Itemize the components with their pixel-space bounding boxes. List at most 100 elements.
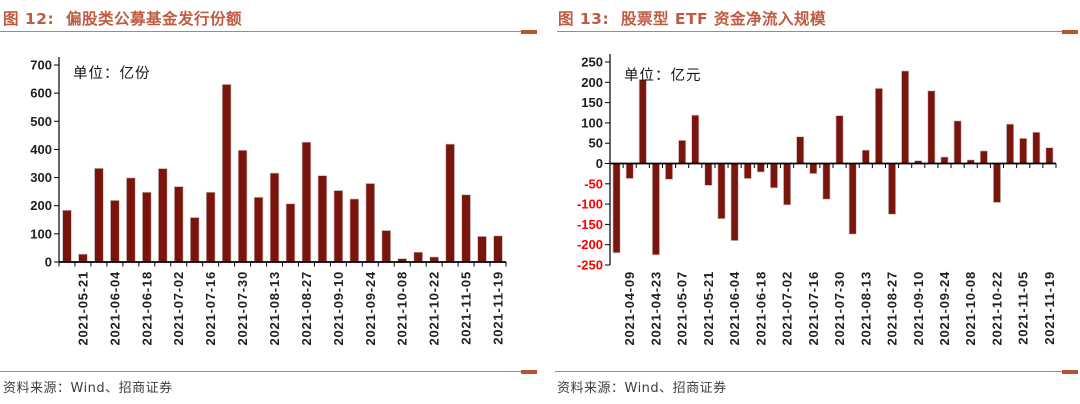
bar bbox=[78, 253, 88, 263]
figure-panel-fund-issuance: 图 12: 偏股类公募基金发行份额 0 100 200 300 400 500 600 700… bbox=[0, 10, 537, 396]
x-tick-label: 2021-08-13 bbox=[267, 271, 282, 346]
bar bbox=[822, 163, 831, 200]
x-tick-label: 2021-06-18 bbox=[139, 271, 154, 346]
x-tick-label: 2021-08-27 bbox=[885, 271, 900, 346]
bar bbox=[445, 143, 455, 263]
bar bbox=[285, 203, 296, 263]
source-rule bbox=[555, 369, 1078, 374]
bar bbox=[888, 163, 896, 215]
bar bbox=[927, 90, 936, 164]
y-tick-label: 0 bbox=[596, 156, 603, 171]
bar-chart-etf-netflow: -250 -200 -150 -100 -50 0 50 100 150 200 250 2021-0… bbox=[577, 54, 1057, 346]
x-tick-label: 2021-08-13 bbox=[858, 271, 873, 346]
y-tick-label: 600 bbox=[30, 86, 52, 101]
bar bbox=[704, 163, 713, 186]
x-tick-label: 2021-07-30 bbox=[832, 271, 847, 346]
x-tick-label: 2021-05-21 bbox=[75, 271, 90, 346]
bar bbox=[365, 183, 376, 263]
rule-end-cap bbox=[521, 369, 537, 374]
x-tick-label: 2021-08-27 bbox=[299, 271, 314, 346]
x-tick-label: 2021-05-07 bbox=[675, 271, 690, 346]
y-tick-label: 500 bbox=[30, 114, 52, 129]
x-tick-label: 2021-07-16 bbox=[806, 271, 821, 346]
x-tick-label: 2021-09-10 bbox=[911, 271, 926, 346]
bar bbox=[301, 141, 312, 263]
x-tick-label: 2021-06-18 bbox=[753, 271, 768, 346]
chart-title-12: 图 12: 偏股类公募基金发行份额 bbox=[3, 10, 242, 28]
bar bbox=[94, 167, 104, 263]
bar bbox=[158, 168, 168, 263]
y-tick-label: 400 bbox=[30, 142, 52, 157]
x-tick-label: 2021-10-08 bbox=[963, 271, 978, 346]
bar bbox=[770, 163, 778, 189]
bar bbox=[221, 84, 232, 263]
bar bbox=[848, 163, 857, 235]
y-tick-label: -250 bbox=[577, 258, 603, 273]
x-tick-label: 2021-06-04 bbox=[107, 271, 122, 346]
x-tick-label: 2021-07-02 bbox=[171, 271, 186, 346]
bar bbox=[269, 172, 280, 263]
y-tick-label: 700 bbox=[30, 58, 52, 73]
x-tick-label: 2021-11-19 bbox=[491, 271, 506, 345]
bar bbox=[237, 149, 248, 263]
bar bbox=[349, 198, 360, 263]
bar bbox=[205, 191, 216, 263]
x-tick-label: 2021-10-08 bbox=[395, 271, 410, 346]
unit-label: 单位：亿元 bbox=[624, 67, 702, 84]
bar bbox=[333, 190, 344, 263]
rule-end-cap bbox=[1062, 369, 1078, 374]
bar bbox=[381, 230, 392, 263]
bar bbox=[126, 177, 136, 263]
rule-end-cap bbox=[521, 29, 537, 34]
bar bbox=[461, 194, 471, 263]
chart-title-13: 图 13: 股票型 ETF 资金净流入规模 bbox=[558, 10, 826, 28]
x-tick-label: 2021-10-22 bbox=[989, 271, 1004, 346]
y-tick-label: 200 bbox=[30, 198, 52, 213]
bar bbox=[835, 115, 844, 164]
bar bbox=[625, 163, 634, 179]
y-tick-label: 200 bbox=[581, 75, 603, 90]
y-tick-label: -100 bbox=[577, 197, 603, 212]
figure-panel-etf-netflow: 图 13: 股票型 ETF 资金净流入规模 -250 -200 -150 -100 -5… bbox=[540, 0, 1080, 404]
x-tick-label: 2021-07-16 bbox=[203, 271, 218, 346]
bar bbox=[796, 136, 805, 164]
y-tick-label: -150 bbox=[577, 217, 603, 232]
x-tick-label: 2021-04-23 bbox=[648, 271, 663, 346]
bar bbox=[783, 163, 792, 206]
x-tick-label: 2021-07-30 bbox=[235, 271, 250, 346]
bar bbox=[638, 79, 647, 164]
x-tick-label: 2021-10-22 bbox=[427, 271, 442, 346]
y-tick-label: 100 bbox=[581, 115, 603, 130]
title-rule bbox=[0, 29, 537, 34]
source-label: 资料来源：Wind、招商证券 bbox=[557, 381, 727, 396]
rule-end-cap bbox=[1062, 29, 1078, 34]
bar bbox=[62, 209, 72, 263]
y-tick-label: 150 bbox=[581, 95, 603, 110]
bar bbox=[413, 251, 423, 263]
x-tick-label: 2021-11-19 bbox=[1042, 271, 1057, 345]
bar bbox=[493, 235, 503, 263]
unit-label: 单位：亿份 bbox=[73, 65, 151, 82]
source-label: 资料来源：Wind、招商证券 bbox=[3, 381, 173, 396]
x-tick-label: 2021-06-04 bbox=[727, 271, 742, 346]
bar bbox=[993, 163, 1001, 203]
bar bbox=[874, 88, 883, 164]
source-rule bbox=[0, 369, 537, 374]
x-tick-label: 2021-09-24 bbox=[363, 271, 378, 346]
bar bbox=[173, 186, 184, 263]
x-tick-label: 2021-07-02 bbox=[780, 271, 795, 346]
bar bbox=[1032, 131, 1041, 164]
x-tick-label: 2021-04-09 bbox=[622, 271, 637, 346]
bar bbox=[953, 120, 962, 164]
y-tick-label: 300 bbox=[30, 170, 52, 185]
y-tick-label: -50 bbox=[584, 176, 603, 191]
bar bbox=[678, 140, 687, 164]
bar-chart-fund-issuance: 0 100 200 300 400 500 600 700 2021-05-21 2021-06-… bbox=[30, 57, 507, 346]
bar bbox=[1045, 147, 1054, 164]
x-tick-label: 2021-09-10 bbox=[331, 271, 346, 346]
y-tick-label: 0 bbox=[45, 255, 52, 270]
bar bbox=[940, 156, 949, 164]
y-tick-label: 50 bbox=[589, 136, 603, 151]
y-tick-label: 250 bbox=[581, 55, 603, 70]
y-tick-label: 100 bbox=[30, 226, 52, 241]
